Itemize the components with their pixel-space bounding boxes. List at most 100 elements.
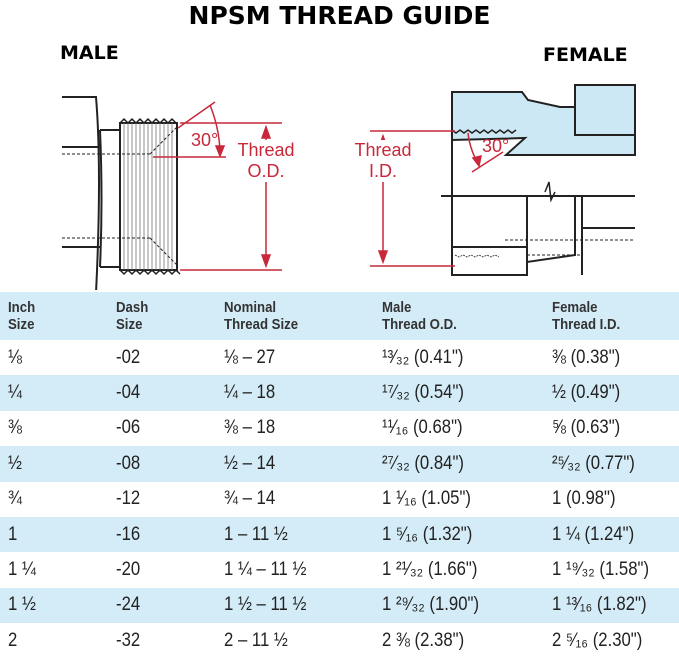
cell-text: 1 ½ (8, 594, 36, 616)
table-cell: ¾ – 14 (216, 482, 374, 517)
cell-text: -04 (116, 382, 141, 404)
male-dimension (153, 101, 282, 271)
thread-table: Inch Size Dash Size Nominal Thread Size Male Th… (0, 292, 679, 659)
cell-text: 2 – 11 ½ (224, 629, 288, 651)
column-header-text: Thread I.D. (552, 316, 621, 333)
table-cell: 1 ²¹⁄₃₂ (1.66") (374, 552, 544, 587)
table-cell: -16 (108, 516, 216, 553)
table-row: 1 ½ -24 1 ½ – 11 ½ 1 ²⁹⁄₃₂ (1.90") 1 ¹³⁄₁₆ (… (0, 587, 679, 624)
cell-text: -16 (116, 523, 141, 545)
table-cell: -04 (108, 375, 216, 411)
thread-id-line2: I.D. (368, 161, 397, 181)
cell-text: ¾ – 14 (224, 488, 276, 510)
cell-text: 1 ¹⁹⁄₃₂ (1.58") (552, 559, 650, 581)
cell-text: ⅜ – 18 (224, 417, 276, 439)
table-row: ⅜ -06 ⅜ – 18 ¹¹⁄₁₆ (0.68") ⅝ (0.63") (0, 411, 679, 446)
cell-text: 1 ¼ (8, 559, 36, 581)
column-header-text: Dash (116, 299, 149, 316)
table-cell: ½ (0.49") (544, 375, 679, 411)
thread-id-line1: Thread (354, 140, 412, 160)
cell-text: ²⁵⁄₃₂ (0.77") (552, 452, 635, 474)
table-cell: -02 (108, 340, 216, 375)
cell-text: ⅜ (8, 417, 22, 439)
column-header-text: Size (8, 316, 35, 333)
cell-text: ¼ (8, 382, 22, 404)
table-cell: ⅛ – 27 (216, 340, 374, 375)
cell-text: 1 ¼ (1.24") (552, 523, 635, 545)
table-cell: ½ – 14 (216, 446, 374, 482)
cell-text: ⅛ (8, 346, 22, 368)
table-cell: 2 – 11 ½ (216, 623, 374, 658)
table-cell: 1 ¹⁄₁₆ (1.05") (374, 482, 544, 517)
table-cell: ¾ (0, 482, 108, 517)
table-row: ½ -08 ½ – 14 ²⁷⁄₃₂ (0.84") ²⁵⁄₃₂ (0.77") (0, 446, 679, 482)
table-row: ¾ -12 ¾ – 14 1 ¹⁄₁₆ (1.05") 1 (0.98") (0, 482, 679, 517)
thread-od-line1: Thread (237, 140, 295, 160)
cell-text: 1 ⁵⁄₁₆ (1.32") (382, 523, 473, 545)
table-cell: 1 ¼ – 11 ½ (216, 552, 374, 587)
cell-text: -08 (116, 452, 141, 474)
thread-od-label: Thread O.D. (226, 140, 306, 182)
column-header: Female Thread I.D. (544, 292, 679, 340)
cell-text: 2 (8, 629, 18, 651)
table-cell: 1 ¹⁹⁄₃₂ (1.58") (544, 552, 679, 587)
female-angle-label: 30° (482, 136, 510, 156)
table-cell: ⅜ (0.38") (544, 340, 679, 375)
cell-text: ½ (8, 452, 22, 474)
cell-text: 1 ¹³⁄₁₆ (1.82") (552, 594, 647, 616)
table-cell: 2 ⁵⁄₁₆ (2.30") (544, 623, 679, 658)
table-cell: ¼ (0, 375, 108, 411)
table-cell: ⅛ (0, 340, 108, 375)
column-header-text: Size (116, 316, 143, 333)
cell-text: ¹¹⁄₁₆ (0.68") (382, 417, 463, 439)
table-cell: 1 ¼ (1.24") (544, 516, 679, 553)
table-cell: ¼ – 18 (216, 375, 374, 411)
male-fitting (62, 96, 181, 290)
table-row: 2 -32 2 – 11 ½ 2 ⅜ (2.38") 2 ⁵⁄₁₆ (2.30") (0, 623, 679, 658)
cell-text: 1 – 11 ½ (224, 523, 288, 545)
table-cell: -24 (108, 587, 216, 624)
column-header-text: Thread O.D. (382, 316, 457, 333)
column-header-text: Thread Size (224, 316, 299, 333)
column-header-text: Female (552, 299, 598, 316)
thread-diagram (62, 84, 636, 290)
cell-text: 1 (8, 523, 18, 545)
cell-text: ⅛ – 27 (224, 346, 276, 368)
table-cell: ⅝ (0.63") (544, 411, 679, 446)
cell-text: 1 (0.98") (552, 488, 616, 510)
cell-text: 1 ½ – 11 ½ (224, 594, 307, 616)
table-cell: ⅜ (0, 411, 108, 446)
table-cell: ½ (0, 446, 108, 482)
table-cell: ⅜ – 18 (216, 411, 374, 446)
table-row: ⅛ -02 ⅛ – 27 ¹³⁄₃₂ (0.41") ⅜ (0.38") (0, 340, 679, 375)
table-cell: -12 (108, 482, 216, 517)
thread-id-label: Thread I.D. (343, 140, 423, 182)
male-label: MALE (60, 42, 119, 64)
table-cell: 2 (0, 623, 108, 658)
table-header: Inch Size Dash Size Nominal Thread Size Male Th… (0, 292, 679, 340)
table-cell: 1 ½ – 11 ½ (216, 587, 374, 624)
cell-text: 1 ¹⁄₁₆ (1.05") (382, 488, 471, 510)
table-cell: -20 (108, 552, 216, 587)
cell-text: ¹³⁄₃₂ (0.41") (382, 346, 464, 368)
thread-od-line2: O.D. (247, 161, 285, 181)
column-header: Male Thread O.D. (374, 292, 544, 340)
cell-text: 1 ²¹⁄₃₂ (1.66") (382, 559, 478, 581)
cell-text: ²⁷⁄₃₂ (0.84") (382, 452, 464, 474)
column-header: Nominal Thread Size (216, 292, 374, 340)
cell-text: -20 (116, 559, 141, 581)
table-cell: 1 ¹³⁄₁₆ (1.82") (544, 587, 679, 624)
table-cell: ¹³⁄₃₂ (0.41") (374, 340, 544, 375)
cell-text: -12 (116, 488, 141, 510)
male-angle-label: 30° (191, 130, 219, 150)
table-cell: -08 (108, 446, 216, 482)
table-cell: 1 (0, 516, 108, 553)
table-cell: -06 (108, 411, 216, 446)
table-row: 1 ¼ -20 1 ¼ – 11 ½ 1 ²¹⁄₃₂ (1.66") 1 ¹⁹⁄₃₂ (… (0, 552, 679, 587)
cell-text: ¹⁷⁄₃₂ (0.54") (382, 382, 464, 404)
page-title: NPSM THREAD GUIDE (188, 1, 491, 30)
table-cell: ²⁷⁄₃₂ (0.84") (374, 446, 544, 482)
cell-text: ⅜ (0.38") (552, 346, 621, 368)
table-cell: 2 ⅜ (2.38") (374, 623, 544, 658)
column-header-text: Inch (8, 299, 36, 316)
